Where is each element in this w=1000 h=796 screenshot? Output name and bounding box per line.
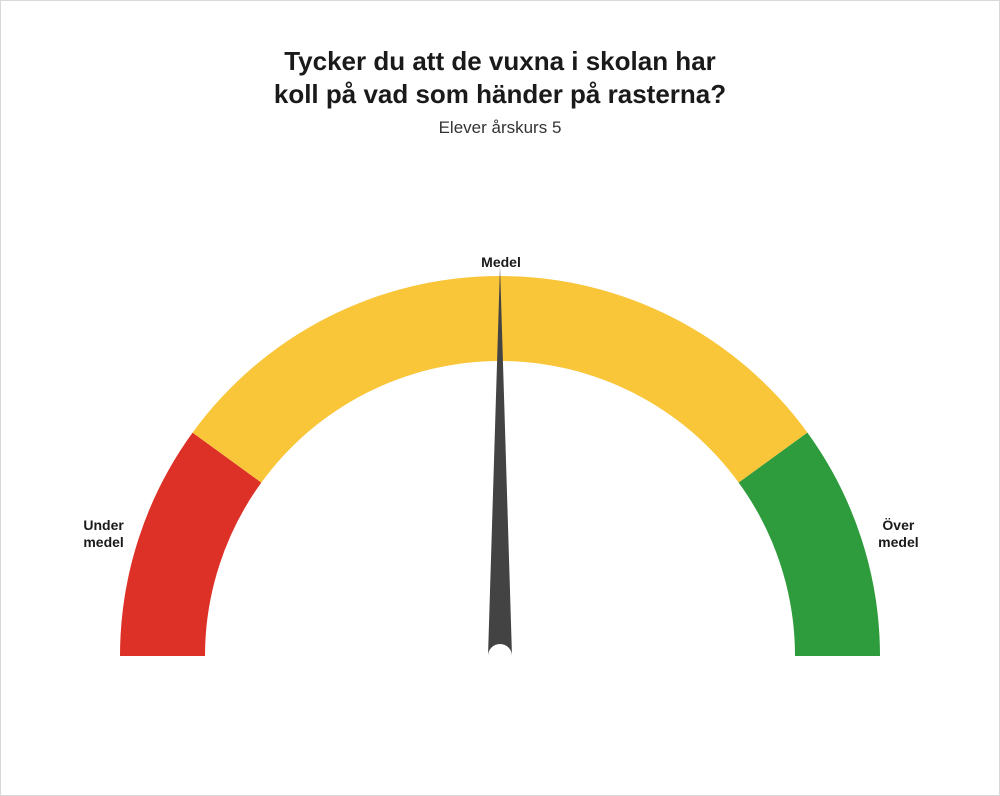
gauge-label-under-medel: Under medel (76, 517, 132, 551)
chart-frame: Tycker du att de vuxna i skolan har koll… (0, 0, 1000, 796)
title-line-1: Tycker du att de vuxna i skolan har (1, 45, 999, 78)
subtitle: Elever årskurs 5 (1, 118, 999, 138)
gauge-label-medel: Medel (471, 254, 531, 271)
title-line-2: koll på vad som händer på rasterna? (1, 78, 999, 111)
title-block: Tycker du att de vuxna i skolan har koll… (1, 45, 999, 138)
gauge-label-over-medel: Över medel (870, 517, 926, 551)
